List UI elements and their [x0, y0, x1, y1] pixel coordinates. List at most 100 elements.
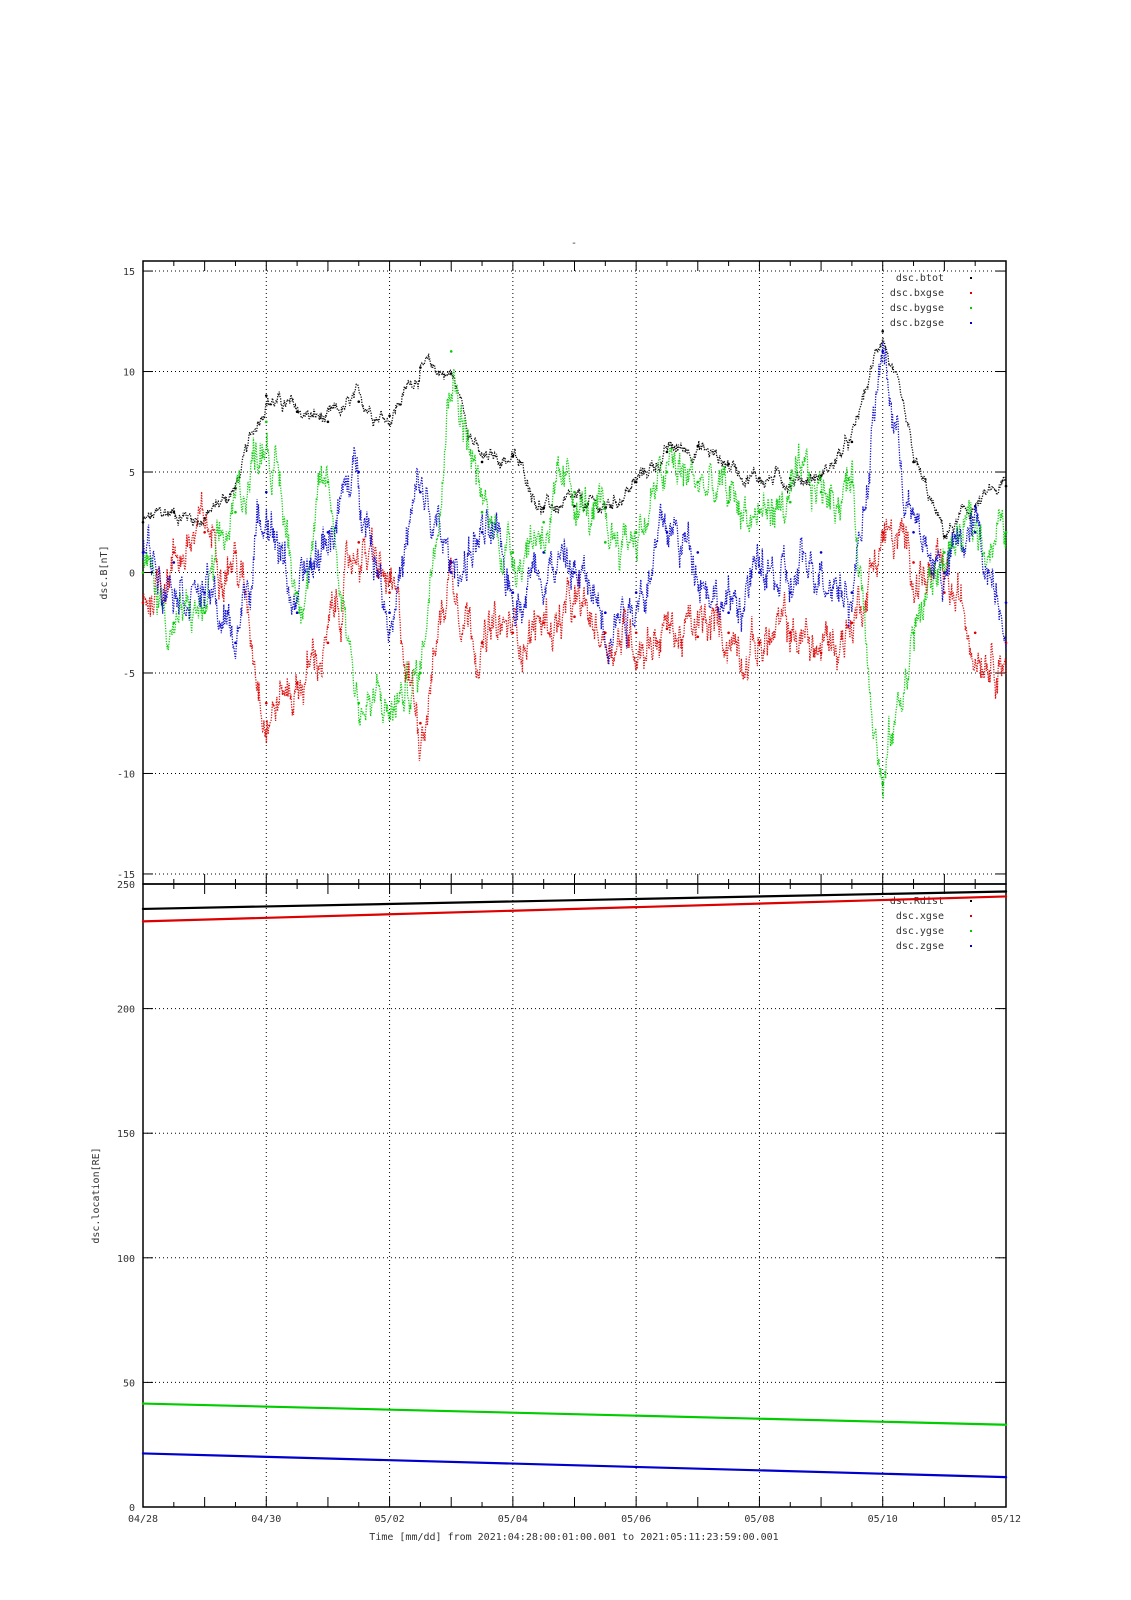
series-dots-dsc.bxgse [142, 491, 1007, 762]
data-point [203, 611, 206, 614]
data-point [326, 641, 330, 645]
data-point [542, 621, 545, 625]
data-point [141, 1402, 145, 1405]
data-point [419, 366, 422, 369]
data-point [388, 414, 391, 418]
x-tick-label: 05/10 [868, 1514, 898, 1525]
data-point [850, 440, 854, 444]
legend-entry-dsc.xgse: dsc.xgse [896, 911, 944, 922]
legend-marker [970, 945, 972, 947]
series-line-dsc.ygse [142, 1402, 1007, 1426]
data-point [511, 631, 515, 635]
data-point [634, 531, 638, 534]
data-point [727, 611, 730, 614]
data-point [388, 591, 391, 594]
location-panel: 250 200 150 100 50 0 dsc.location[RE] dsc.Rdist… [91, 880, 1008, 1514]
data-point [480, 460, 484, 464]
data-point [511, 591, 515, 594]
plot-title: - [571, 238, 577, 249]
series-dsc.zgse [141, 1452, 1008, 1479]
data-point [357, 470, 361, 474]
data-point [357, 541, 361, 544]
legend-marker [970, 930, 972, 932]
data-point [172, 621, 176, 625]
data-point [264, 420, 268, 424]
data-point [480, 531, 484, 534]
data-point [357, 400, 361, 403]
data-point [295, 611, 299, 614]
legend-marker [970, 277, 972, 279]
x-tick-label: 04/30 [251, 1514, 281, 1525]
data-point [172, 561, 176, 564]
x-tick-label: 05/02 [375, 1514, 405, 1525]
data-point [172, 551, 176, 554]
x-tick-label: 04/28 [128, 1514, 158, 1525]
data-point [973, 631, 977, 635]
data-point [449, 571, 453, 574]
data-point [727, 631, 730, 635]
data-point [850, 480, 854, 484]
data-point [912, 460, 915, 464]
data-point [696, 480, 700, 484]
data-point [788, 631, 792, 635]
data-point [480, 510, 484, 514]
legend-entry-dsc.ygse: dsc.ygse [896, 926, 944, 937]
data-point [943, 535, 946, 538]
data-point [850, 621, 854, 625]
x-tick-label: 05/04 [498, 1514, 528, 1525]
series-dsc.Rdist [141, 890, 1008, 911]
data-point [758, 510, 761, 514]
data-point [295, 681, 299, 685]
series-dots-dsc.bygse [142, 368, 1007, 800]
data-point [665, 470, 669, 474]
data-point [1004, 895, 1008, 898]
y-tick-label: 50 [123, 1378, 135, 1389]
data-point [542, 551, 545, 554]
data-point [357, 701, 361, 705]
series-dsc.xgse [141, 895, 1008, 923]
data-point [696, 444, 700, 448]
data-point [819, 651, 823, 655]
y-tick-label: -10 [117, 769, 135, 780]
legend-marker [970, 900, 972, 902]
y-tick-label: 10 [123, 368, 135, 379]
data-point [1004, 484, 1008, 488]
series-dsc.bxgse [141, 491, 1008, 762]
x-tick-label: 05/12 [991, 1514, 1021, 1525]
data-point [696, 635, 700, 639]
data-point [234, 551, 237, 554]
data-point [665, 450, 669, 454]
data-point [141, 551, 145, 554]
x-tick-label: 05/08 [744, 1514, 774, 1525]
data-point [973, 531, 977, 534]
data-point [388, 611, 391, 614]
data-point [758, 641, 761, 645]
data-point [788, 500, 792, 504]
data-point [850, 591, 854, 594]
data-point [665, 627, 669, 631]
data-point [542, 520, 545, 524]
data-point [141, 520, 145, 524]
series-line-dsc.xgse [142, 895, 1007, 923]
data-point [819, 551, 823, 554]
data-point [573, 615, 576, 619]
legend-marker [970, 915, 972, 917]
data-point [141, 571, 145, 574]
data-point [511, 551, 515, 554]
y-tick-label: 150 [117, 1129, 135, 1140]
series-dots-dsc.bzgse [142, 341, 1007, 665]
data-point [758, 571, 761, 574]
legend-entry-dsc.bxgse: dsc.bxgse [890, 288, 944, 299]
data-point [573, 504, 576, 508]
legend-entry-dsc.zgse: dsc.zgse [896, 941, 944, 952]
data-point [511, 454, 515, 458]
series-dsc.bygse [141, 350, 1008, 800]
y-tick-label: 0 [129, 1503, 135, 1514]
series-dsc.ygse [141, 1402, 1008, 1426]
data-point [881, 782, 885, 785]
data-point [419, 721, 422, 725]
data-point [1004, 890, 1008, 893]
data-point [912, 561, 915, 564]
data-point [881, 330, 885, 333]
data-point [264, 394, 268, 397]
